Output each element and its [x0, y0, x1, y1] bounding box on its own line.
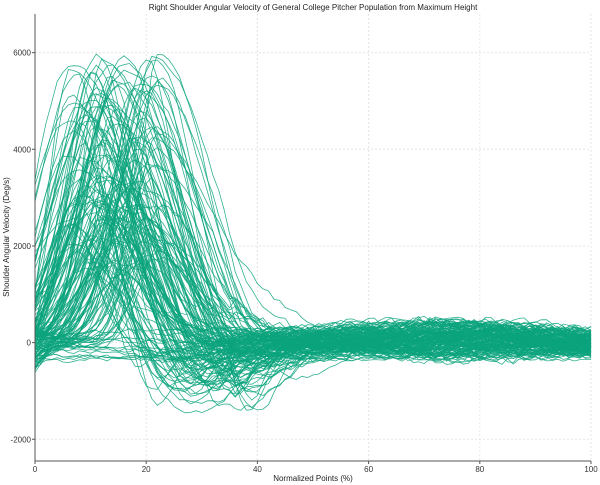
- y-axis-title: Shoulder Angular Velocity (Deg/s): [2, 177, 11, 297]
- trial-trace-120: [34, 77, 592, 347]
- trial-trace-146: [34, 185, 592, 373]
- trial-trace-153: [34, 166, 592, 360]
- x-tick-label-3: 60: [364, 465, 373, 474]
- x-axis-title: Normalized Points (%): [273, 474, 353, 483]
- trial-trace-126: [34, 175, 592, 357]
- trial-trace-147: [34, 119, 592, 406]
- trial-trace-142: [34, 117, 592, 368]
- trial-trace-149: [34, 64, 592, 392]
- trial-trace-158: [34, 130, 592, 382]
- y-tick-label-2: 2000: [13, 242, 31, 251]
- trial-trace-139: [34, 217, 592, 361]
- trial-trace-148: [34, 241, 592, 370]
- trial-trace-154: [34, 207, 592, 378]
- trial-trace-155: [34, 336, 592, 352]
- traces: [34, 53, 592, 414]
- x-tick-label-5: 100: [584, 465, 598, 474]
- trial-trace-80: [34, 84, 592, 357]
- y-tick-label-4: 6000: [13, 49, 31, 58]
- trial-trace-141: [34, 147, 592, 376]
- axes: 0 20 40 60 80 100 -2000 0 2000 4000 6000: [11, 14, 598, 474]
- trial-trace-136: [34, 344, 592, 361]
- trial-trace-160: [34, 206, 592, 385]
- y-tick-label-3: 4000: [13, 145, 31, 154]
- y-tick-label-0: -2000: [11, 435, 32, 444]
- x-tick-label-4: 80: [475, 465, 484, 474]
- x-tick-label-1: 20: [142, 465, 151, 474]
- chart-title: Right Shoulder Angular Velocity of Gener…: [149, 3, 478, 12]
- x-tick-label-0: 0: [33, 465, 38, 474]
- y-tick-label-1: 0: [27, 339, 32, 348]
- trial-trace-101: [34, 348, 592, 364]
- trial-trace-134: [34, 206, 592, 364]
- trial-trace-150: [34, 212, 592, 372]
- trial-trace-159: [34, 59, 592, 382]
- trial-trace-140: [34, 87, 592, 353]
- x-tick-label-2: 40: [253, 465, 262, 474]
- trial-trace-138: [34, 133, 592, 356]
